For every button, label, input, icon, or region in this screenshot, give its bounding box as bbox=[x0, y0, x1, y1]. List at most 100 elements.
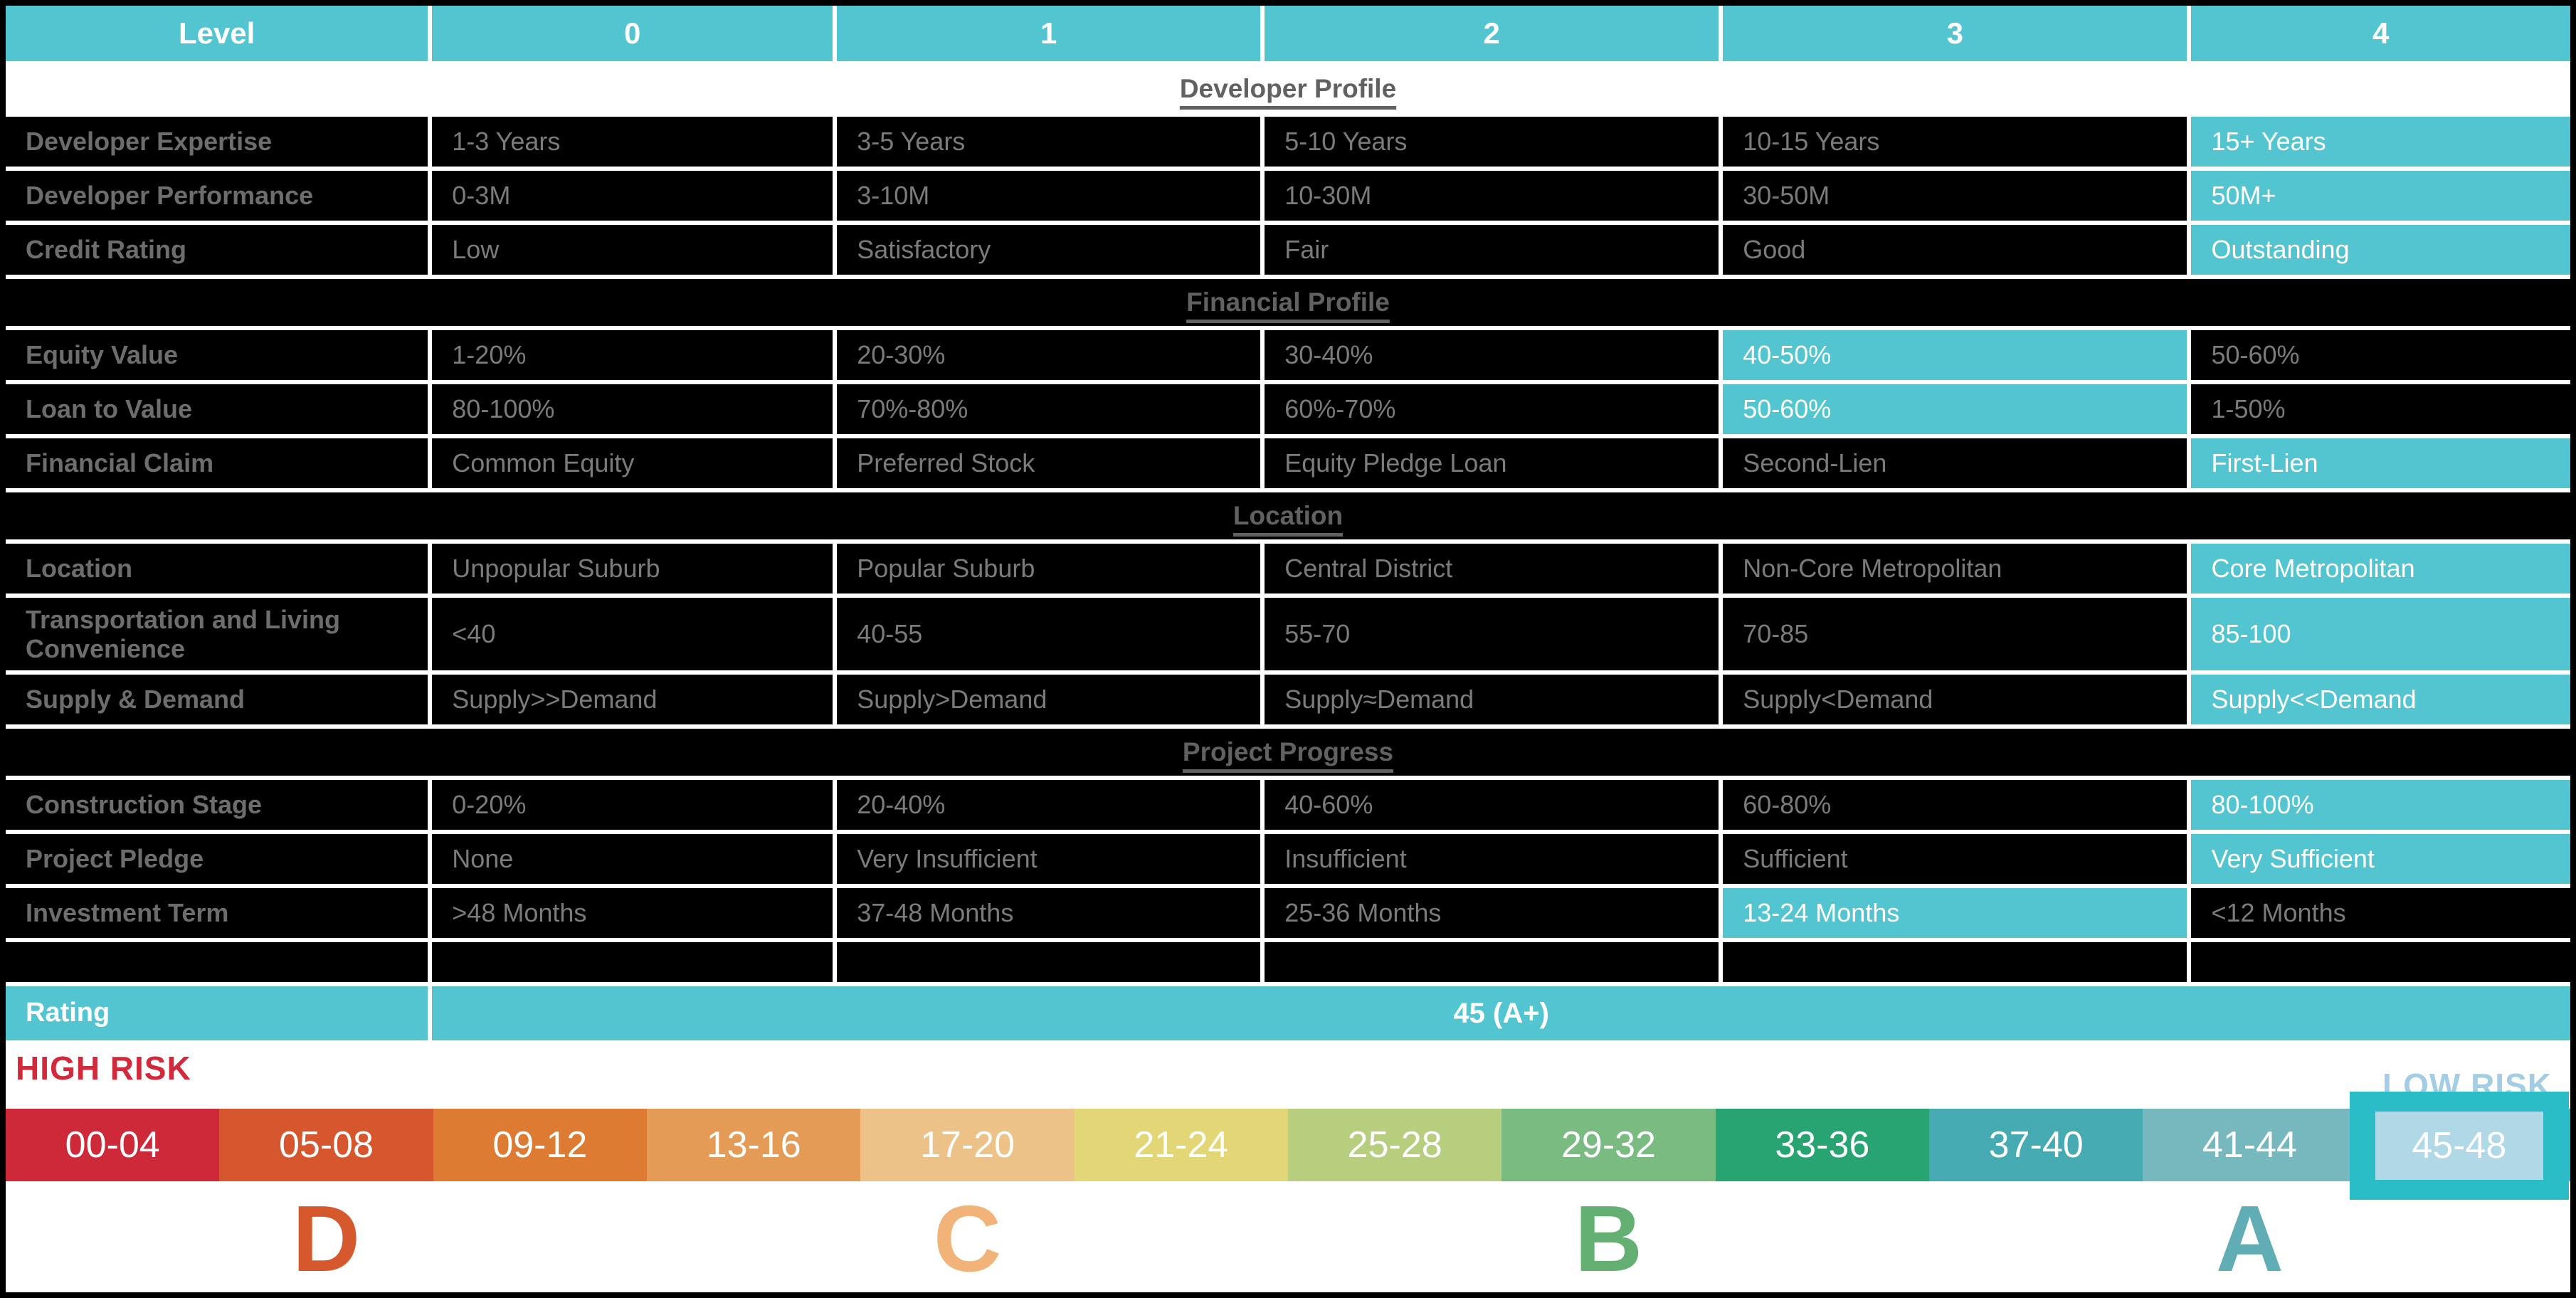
cell-value-selected: 15+ Years bbox=[2191, 117, 2570, 167]
section-title: Developer Profile bbox=[1179, 74, 1397, 103]
cell-value: 0-20% bbox=[432, 780, 833, 830]
section-header-row: Developer Profile bbox=[6, 65, 2570, 112]
table-row: Transportation and Living Convenience <40… bbox=[6, 598, 2570, 670]
cell-value: 3-5 Years bbox=[837, 117, 1261, 167]
cell-value: 25-36 Months bbox=[1265, 888, 1719, 938]
cell-value: 60%-70% bbox=[1265, 384, 1719, 434]
empty-cell bbox=[1723, 942, 2187, 982]
scale-range-label: 00-04 bbox=[65, 1124, 160, 1166]
cell-value: 70%-80% bbox=[837, 384, 1261, 434]
scale-segment: 37-40 bbox=[1929, 1109, 2143, 1181]
section-title: Location bbox=[1232, 501, 1344, 530]
cell-value: Fair bbox=[1265, 225, 1719, 275]
scale-range-label: 17-20 bbox=[919, 1124, 1015, 1166]
section-header-row: Project Progress bbox=[6, 729, 2570, 776]
cell-value: Second-Lien bbox=[1723, 438, 2187, 488]
scale-segment: 45-48 bbox=[2349, 1092, 2570, 1200]
scale-range-label: 25-28 bbox=[1347, 1124, 1442, 1166]
section-header-row: Financial Profile bbox=[6, 279, 2570, 326]
row-label: Construction Stage bbox=[6, 780, 428, 830]
risk-labels-area: HIGH RISK LOW RISK bbox=[6, 1040, 2570, 1109]
grade-letter-B: B bbox=[1574, 1186, 1643, 1291]
scale-range-label: 33-36 bbox=[1775, 1124, 1870, 1166]
table-row: Developer Performance 0-3M 3-10M 10-30M 30-5… bbox=[6, 171, 2570, 221]
cell-value: 20-40% bbox=[837, 780, 1261, 830]
cell-value: 3-10M bbox=[837, 171, 1261, 221]
cell-value: 50-60% bbox=[2191, 330, 2570, 380]
cell-value: Sufficient bbox=[1723, 834, 2187, 884]
cell-value-selected: 40-50% bbox=[1723, 330, 2187, 380]
table-row: Supply & Demand Supply>>Demand Supply>Dema… bbox=[6, 675, 2570, 724]
grade-letter-D: D bbox=[292, 1186, 361, 1291]
empty-cell bbox=[432, 942, 833, 982]
rating-row: Rating 45 (A+) bbox=[6, 986, 2570, 1040]
section-title: Financial Profile bbox=[1186, 287, 1390, 317]
cell-value: 1-50% bbox=[2191, 384, 2570, 434]
table-row: Construction Stage 0-20% 20-40% 40-60% 60-80… bbox=[6, 780, 2570, 830]
cell-value: 30-40% bbox=[1265, 330, 1719, 380]
table-row: Loan to Value 80-100% 70%-80% 60%-70% 50-60%… bbox=[6, 384, 2570, 434]
row-label: Loan to Value bbox=[6, 384, 428, 434]
scale-range-label: 21-24 bbox=[1134, 1124, 1229, 1166]
empty-cell bbox=[837, 942, 1261, 982]
table-row: Developer Expertise 1-3 Years 3-5 Years 5-1… bbox=[6, 117, 2570, 167]
header-col-1: 1 bbox=[837, 6, 1261, 61]
scale-segment: 25-28 bbox=[1288, 1109, 1502, 1181]
cell-value-selected: First-Lien bbox=[2191, 438, 2570, 488]
scale-range-label: 05-08 bbox=[278, 1124, 374, 1166]
cell-value: 80-100% bbox=[432, 384, 833, 434]
cell-value: Supply≈Demand bbox=[1265, 675, 1719, 724]
section-title: Project Progress bbox=[1182, 737, 1394, 766]
cell-value: Supply>>Demand bbox=[432, 675, 833, 724]
cell-value: Unpopular Suburb bbox=[432, 544, 833, 593]
cell-value: Low bbox=[432, 225, 833, 275]
empty-row bbox=[6, 942, 2570, 982]
cell-value: Preferred Stock bbox=[837, 438, 1261, 488]
table-row: Financial Claim Common Equity Preferred St… bbox=[6, 438, 2570, 488]
cell-value: 10-30M bbox=[1265, 171, 1719, 221]
cell-value: Non-Core Metropolitan bbox=[1723, 544, 2187, 593]
rating-label: Rating bbox=[6, 986, 428, 1040]
row-label: Investment Term bbox=[6, 888, 428, 938]
row-label: Transportation and Living Convenience bbox=[6, 598, 428, 670]
header-level-cell: Level bbox=[6, 6, 428, 61]
row-label: Supply & Demand bbox=[6, 675, 428, 724]
section-header-row: Location bbox=[6, 492, 2570, 539]
scale-range-label: 41-44 bbox=[2202, 1124, 2297, 1166]
table-row: Location Unpopular Suburb Popular Suburb Ce… bbox=[6, 544, 2570, 593]
cell-value-selected: 13-24 Months bbox=[1723, 888, 2187, 938]
row-label: Equity Value bbox=[6, 330, 428, 380]
header-col-3: 3 bbox=[1723, 6, 2187, 61]
cell-value: 60-80% bbox=[1723, 780, 2187, 830]
cell-value: <12 Months bbox=[2191, 888, 2570, 938]
cell-value-selected: 50M+ bbox=[2191, 171, 2570, 221]
cell-value: 20-30% bbox=[837, 330, 1261, 380]
cell-value: 1-3 Years bbox=[432, 117, 833, 167]
cell-value: 55-70 bbox=[1265, 598, 1719, 670]
cell-value: Equity Pledge Loan bbox=[1265, 438, 1719, 488]
cell-value-selected: Core Metropolitan bbox=[2191, 544, 2570, 593]
cell-value: Common Equity bbox=[432, 438, 833, 488]
header-col-0: 0 bbox=[432, 6, 833, 61]
cell-value: Good bbox=[1723, 225, 2187, 275]
cell-value: 40-55 bbox=[837, 598, 1261, 670]
selected-range-inner: 45-48 bbox=[2375, 1112, 2543, 1180]
scale-segment: 13-16 bbox=[647, 1109, 861, 1181]
table-row: Equity Value 1-20% 20-30% 30-40% 40-50% 50-60… bbox=[6, 330, 2570, 380]
cell-value-selected: 80-100% bbox=[2191, 780, 2570, 830]
cell-value: 30-50M bbox=[1723, 171, 2187, 221]
cell-value: None bbox=[432, 834, 833, 884]
table-row: Project Pledge None Very Insufficient Insuf… bbox=[6, 834, 2570, 884]
cell-value: Popular Suburb bbox=[837, 544, 1261, 593]
scale-segment: 00-04 bbox=[6, 1109, 220, 1181]
scale-segment: 09-12 bbox=[433, 1109, 647, 1181]
cell-value: 1-20% bbox=[432, 330, 833, 380]
row-label: Developer Expertise bbox=[6, 117, 428, 167]
cell-value: >48 Months bbox=[432, 888, 833, 938]
cell-value: 0-3M bbox=[432, 171, 833, 221]
table-row: Credit Rating Low Satisfactory Fair Good Outs… bbox=[6, 225, 2570, 275]
scale-segment: 17-20 bbox=[860, 1109, 1075, 1181]
scale-range-label: 37-40 bbox=[1988, 1124, 2084, 1166]
